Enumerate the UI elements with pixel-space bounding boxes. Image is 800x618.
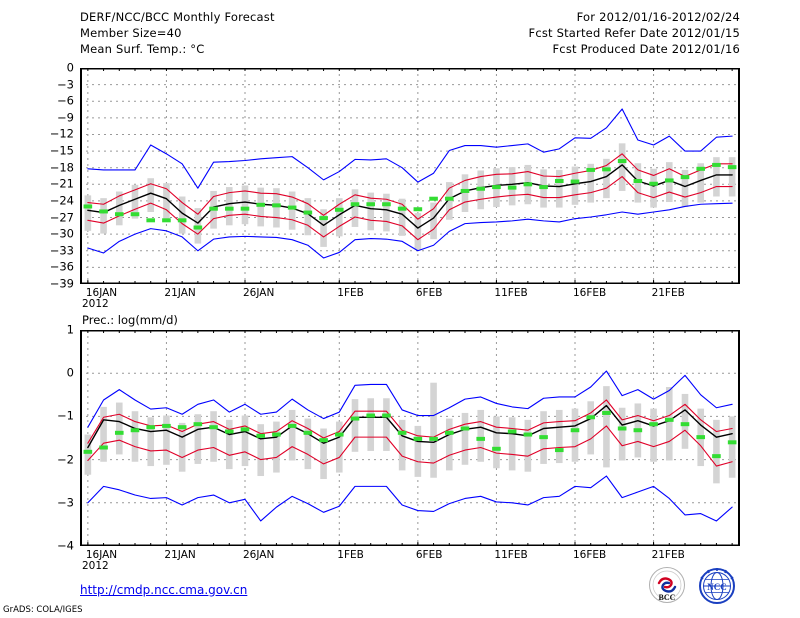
x-tick-label: 21JAN [164,549,196,561]
forecast-produced-date-label: Fcst Produced Date 2012/01/16 [552,42,740,56]
x-tick-label: 16FEB [573,549,607,561]
x-tick-label: 1FEB [337,287,364,299]
y-tick-label: −2 [57,451,74,466]
precipitation-year-label: 2012 [82,560,109,572]
y-tick-label: −33 [49,243,74,258]
y-tick-label: −6 [57,93,74,108]
x-tick-label: 26JAN [243,287,275,299]
y-tick-label: −15 [49,143,74,158]
svg-text:BCC: BCC [659,593,676,602]
precipitation-chart [80,330,740,546]
x-tick-label: 16JAN [85,287,118,299]
cmdp-website-link[interactable]: http://cmdp.ncc.cma.gov.cn [80,583,248,597]
y-tick-label: −9 [57,110,74,125]
x-tick-label: 21FEB [651,549,685,561]
y-tick-label: 1 [66,322,74,337]
y-tick-label: −27 [49,209,74,224]
x-tick-label: 11FEB [494,549,528,561]
y-tick-label: 0 [66,365,74,380]
y-tick-label: 0 [66,60,74,75]
y-tick-label: −1 [57,408,74,423]
svg-text:NCC: NCC [707,582,727,592]
y-tick-label: −3 [57,495,74,510]
observed-markers [83,159,737,230]
precipitation-chart-canvas [80,330,740,546]
temperature-chart-canvas [80,68,740,284]
y-tick-label: −12 [49,126,74,141]
grads-credit-label: GrADS: COLA/IGES [3,605,83,615]
temperature-year-label: 2012 [82,298,109,310]
y-tick-label: −21 [49,176,74,191]
series-line [87,176,733,241]
observed-markers [83,410,737,459]
x-tick-label: 11FEB [494,287,528,299]
x-tick-label: 21FEB [651,287,685,299]
ncc-logo-icon: NCC [695,566,739,608]
series-line [87,425,733,467]
y-tick-label: −24 [49,193,74,208]
series-line [87,153,733,220]
series-line [87,370,733,428]
member-size-label: Member Size=40 [80,26,182,40]
x-tick-label: 1FEB [337,549,364,561]
x-tick-label: 6FEB [415,549,443,561]
bcc-logo-icon: BCC [645,566,689,608]
x-tick-label: 26JAN [243,549,275,561]
series-line [87,108,733,189]
y-tick-label: −36 [49,259,74,274]
x-tick-label: 6FEB [415,287,443,299]
temperature-variable-label: Mean Surf. Temp.: °C [80,42,205,56]
forecast-range-label: For 2012/01/16-2012/02/24 [576,10,740,24]
precipitation-variable-label: Prec.: log(mm/d) [82,313,178,327]
series-line [87,202,733,259]
page-title: DERF/NCC/BCC Monthly Forecast [80,10,275,24]
y-tick-label: −39 [49,276,74,291]
series-line [87,404,733,449]
series-line [87,475,733,522]
y-tick-label: −4 [57,538,74,553]
logo-group: BCC NCC [645,566,750,608]
forecast-refer-date-label: Fcst Started Refer Date 2012/01/15 [528,26,740,40]
x-tick-label: 16JAN [85,549,118,561]
series-line [87,164,733,229]
x-tick-label: 16FEB [573,287,607,299]
temperature-chart [80,68,740,284]
y-tick-label: −18 [49,159,74,174]
y-tick-label: −3 [57,76,74,91]
x-tick-label: 21JAN [164,287,196,299]
y-tick-label: −30 [49,226,74,241]
